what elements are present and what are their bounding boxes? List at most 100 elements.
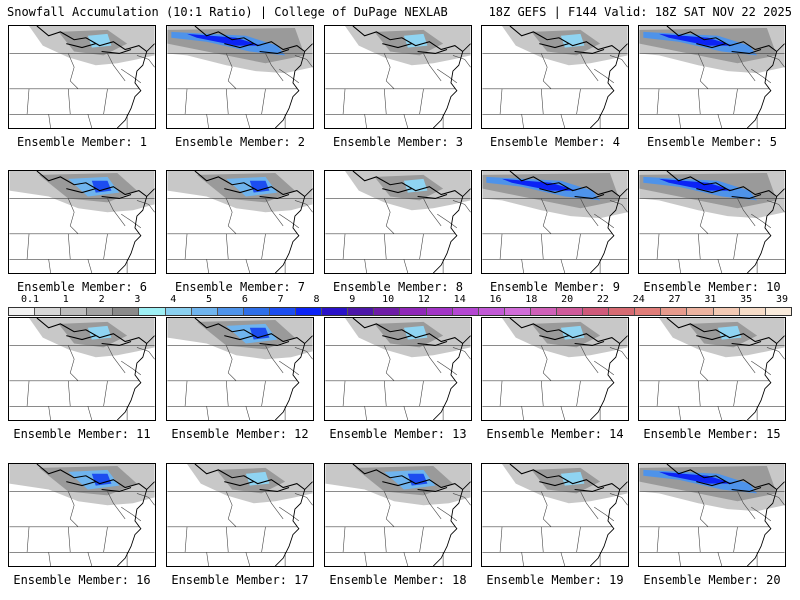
colorbar-tick-label: 8 <box>313 294 320 305</box>
map-graphic <box>9 318 155 420</box>
colorbar-tick-label: 14 <box>453 294 466 305</box>
ensemble-member-label: Ensemble Member: 18 <box>329 573 467 587</box>
colorbar-swatch <box>165 308 192 315</box>
colorbar-swatch <box>530 308 557 315</box>
ensemble-member-label: Ensemble Member: 12 <box>171 427 309 441</box>
colorbar-tick-label: 7 <box>277 294 284 305</box>
colorbar-tick-label: 18 <box>525 294 538 305</box>
snowfall-map <box>324 170 472 274</box>
colorbar-swatch <box>374 308 401 315</box>
colorbar-swatch <box>113 308 140 315</box>
snowfall-map <box>166 463 314 567</box>
ensemble-member-label: Ensemble Member: 3 <box>332 135 464 149</box>
ensemble-member-label: Ensemble Member: 16 <box>13 573 151 587</box>
colorbar-swatch <box>713 308 740 315</box>
colorbar-swatch <box>661 308 688 315</box>
colorbar-tick-label: 4 <box>170 294 177 305</box>
colorbar-tick-label: 22 <box>596 294 609 305</box>
ensemble-member-label: Ensemble Member: 14 <box>486 427 624 441</box>
colorbar-swatch <box>739 308 766 315</box>
ensemble-member-label: Ensemble Member: 15 <box>643 427 781 441</box>
colorbar-swatch <box>765 308 791 315</box>
colorbar-tick-label: 12 <box>417 294 430 305</box>
colorbar-swatch <box>478 308 505 315</box>
header: Snowfall Accumulation (10:1 Ratio) | Col… <box>0 0 800 24</box>
colorbar-swatch <box>635 308 662 315</box>
snowfall-map <box>481 170 629 274</box>
snowfall-map <box>638 463 786 567</box>
snowfall-map <box>8 463 156 567</box>
snowfall-map <box>166 317 314 421</box>
ensemble-member-label: Ensemble Member: 8 <box>332 280 464 294</box>
colorbar-tick-label: 10 <box>382 294 395 305</box>
colorbar-swatches <box>8 307 792 316</box>
map-graphic <box>167 318 313 420</box>
colorbar-tick-label: 16 <box>489 294 502 305</box>
colorbar-swatch <box>9 308 36 315</box>
map-graphic <box>639 464 785 566</box>
colorbar-tick-label: 24 <box>632 294 645 305</box>
map-graphic <box>325 171 471 273</box>
colorbar-tick-label: 35 <box>740 294 753 305</box>
colorbar-swatch <box>452 308 479 315</box>
snowfall-map <box>324 25 472 129</box>
colorbar-swatch <box>87 308 114 315</box>
colorbar-tick-label: 3 <box>134 294 141 305</box>
ensemble-member-label: Ensemble Member: 19 <box>486 573 624 587</box>
colorbar-swatch <box>139 308 166 315</box>
colorbar-swatch <box>609 308 636 315</box>
snowfall-map <box>8 170 156 274</box>
snowfall-map <box>166 170 314 274</box>
colorbar-swatch <box>400 308 427 315</box>
ensemble-member-label: Ensemble Member: 13 <box>329 427 467 441</box>
map-graphic <box>325 464 471 566</box>
colorbar-tick-label: 20 <box>561 294 574 305</box>
colorbar-swatch <box>426 308 453 315</box>
colorbar-swatch <box>504 308 531 315</box>
model-valid-time: 18Z GEFS | F144 Valid: 18Z SAT NOV 22 20… <box>488 5 792 19</box>
map-graphic <box>325 318 471 420</box>
colorbar-tick-label: 2 <box>98 294 105 305</box>
snowfall-map <box>481 317 629 421</box>
map-graphic <box>482 26 628 128</box>
colorbar-swatch <box>322 308 349 315</box>
colorbar-swatch <box>217 308 244 315</box>
ensemble-member-label: Ensemble Member: 9 <box>489 280 621 294</box>
colorbar-swatch <box>348 308 375 315</box>
snowfall-map <box>324 317 472 421</box>
map-graphic <box>167 464 313 566</box>
ensemble-member-label: Ensemble Member: 4 <box>489 135 621 149</box>
map-graphic <box>9 171 155 273</box>
ensemble-member-label: Ensemble Member: 7 <box>174 280 306 294</box>
map-graphic <box>167 171 313 273</box>
colorbar-swatch <box>269 308 297 315</box>
colorbar-tick-label: 27 <box>668 294 681 305</box>
ensemble-member-label: Ensemble Member: 1 <box>16 135 148 149</box>
colorbar-tick-label: 1 <box>62 294 69 305</box>
ensemble-member-label: Ensemble Member: 2 <box>174 135 306 149</box>
colorbar-tick-label: 0.1 <box>20 294 40 305</box>
ensemble-member-label: Ensemble Member: 10 <box>643 280 781 294</box>
snowfall-map <box>481 463 629 567</box>
map-graphic <box>482 171 628 273</box>
colorbar-tick-labels: 0.1 1 2 3 4 5 6 7 8 9 10 12 14 16 18 20 22 24 27 31 35 39 <box>8 294 792 306</box>
ensemble-member-label: Ensemble Member: 5 <box>646 135 778 149</box>
map-graphic <box>482 464 628 566</box>
colorbar-tick-label: 5 <box>206 294 213 305</box>
map-graphic <box>639 26 785 128</box>
colorbar-tick-label: 6 <box>241 294 248 305</box>
snowfall-map <box>8 25 156 129</box>
map-graphic <box>9 464 155 566</box>
colorbar-tick-label: 31 <box>704 294 717 305</box>
colorbar-swatch <box>583 308 610 315</box>
snowfall-map <box>638 25 786 129</box>
ensemble-member-label: Ensemble Member: 11 <box>13 427 151 441</box>
colorbar-swatch <box>61 308 88 315</box>
snowfall-map <box>638 170 786 274</box>
colorbar-swatch <box>296 308 323 315</box>
map-graphic <box>9 26 155 128</box>
colorbar-swatch <box>35 308 62 315</box>
product-title: Snowfall Accumulation (10:1 Ratio) | Col… <box>7 5 448 19</box>
colorbar-swatch <box>687 308 714 315</box>
snowfall-map <box>638 317 786 421</box>
